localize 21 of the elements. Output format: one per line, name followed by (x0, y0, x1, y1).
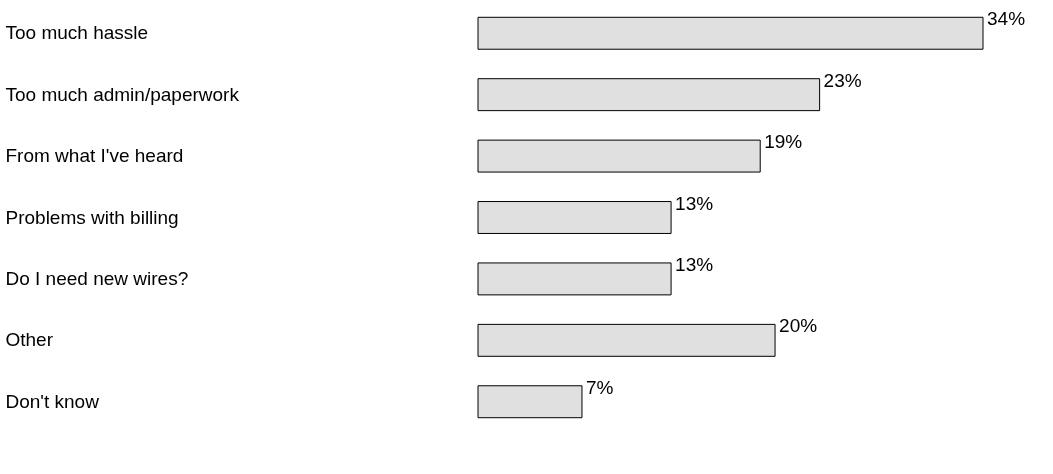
y-tick-label: Too much hassle (5, 22, 149, 44)
y-tick-label: Too much admin/paperwork (5, 83, 240, 105)
data-label: 7% (585, 376, 614, 398)
data-label: 23% (823, 69, 862, 91)
data-label: 13% (675, 253, 714, 275)
data-label: 13% (675, 192, 714, 214)
bar (477, 262, 672, 296)
y-tick-label: Problems with billing (5, 206, 179, 228)
y-tick-label: From what I've heard (5, 145, 184, 167)
bar (477, 16, 984, 50)
bar (477, 201, 672, 234)
bar (477, 385, 583, 419)
y-tick-label: Other (5, 329, 54, 351)
y-tick-label: Don't know (5, 390, 100, 412)
data-label: 34% (987, 8, 1026, 30)
bar (477, 78, 821, 112)
bar (477, 323, 776, 357)
bar (477, 139, 761, 173)
data-label: 20% (779, 315, 818, 337)
data-label: 19% (764, 131, 803, 153)
y-tick-label: Do I need new wires? (5, 267, 189, 289)
